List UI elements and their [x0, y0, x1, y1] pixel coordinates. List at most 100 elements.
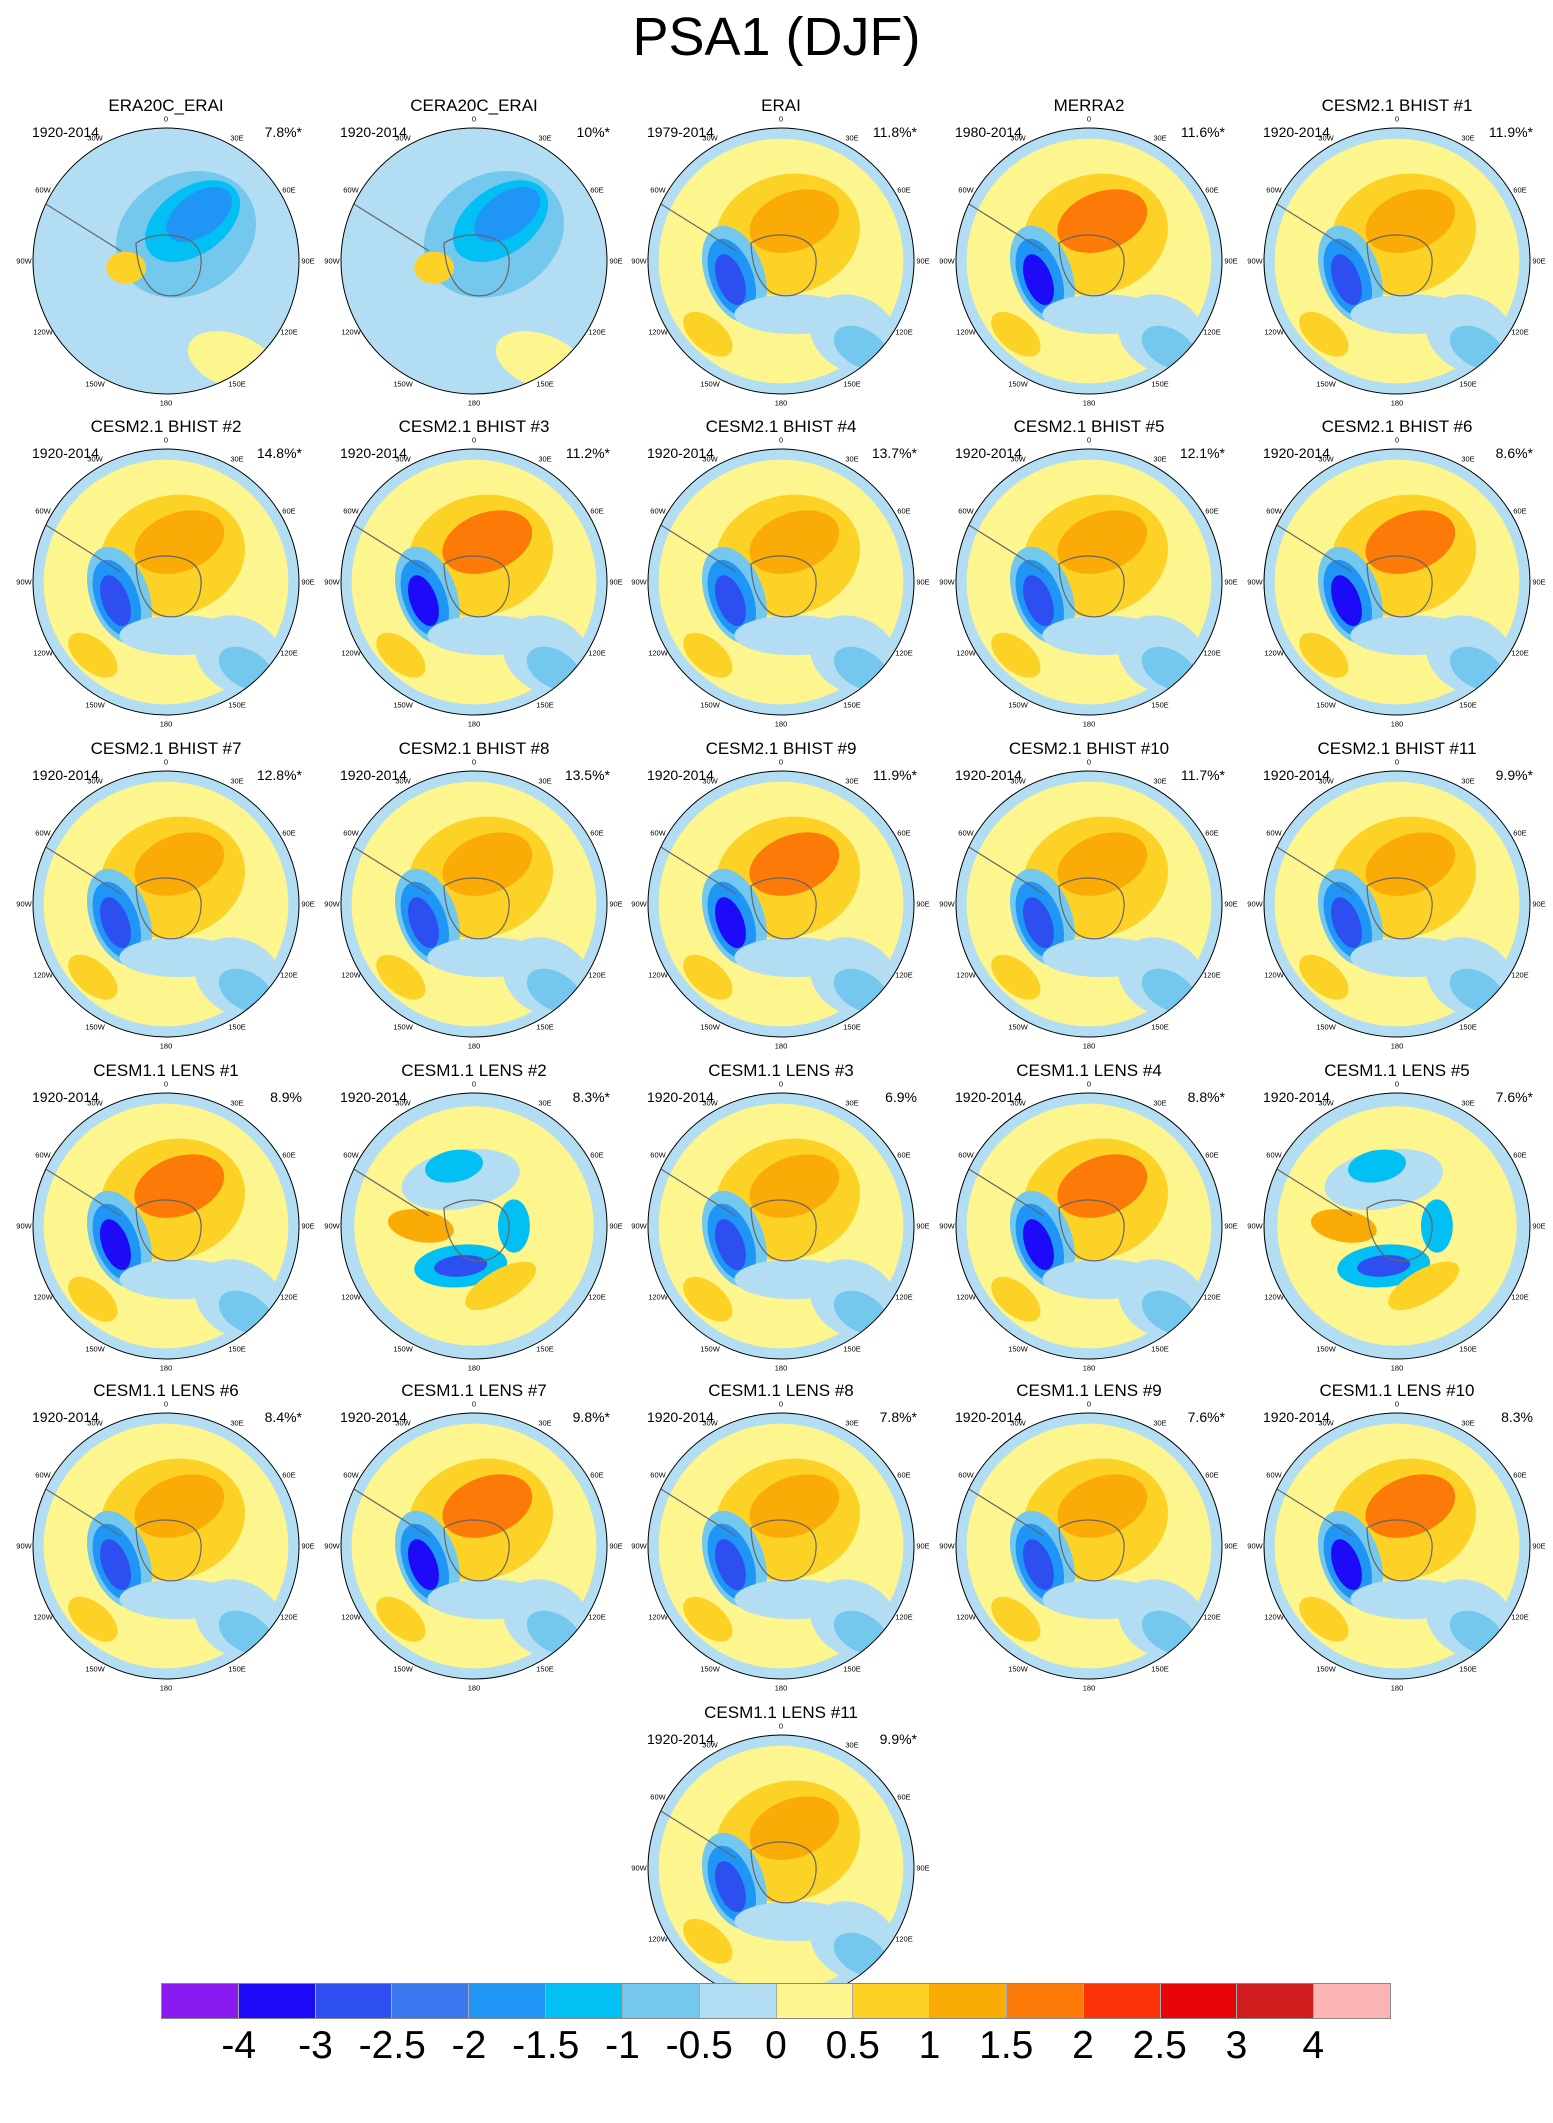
longitude-label: 30W — [1318, 133, 1334, 143]
field-contour — [1023, 575, 1054, 627]
longitude-label: 90E — [1532, 899, 1546, 909]
field-contour — [1331, 1539, 1362, 1591]
longitude-label: 180 — [467, 398, 481, 408]
longitude-label: 0 — [1394, 1399, 1400, 1409]
panel-title: CESM1.1 LENS #8 — [708, 1381, 854, 1400]
longitude-label: 30E — [230, 1098, 244, 1108]
longitude-label: 120W — [1264, 1612, 1284, 1622]
panel-period: 1979-2014 — [647, 124, 714, 140]
longitude-label: 120E — [588, 1292, 606, 1302]
field-contour — [1350, 615, 1471, 656]
longitude-label: 180 — [1082, 719, 1096, 729]
colorbar-swatch — [699, 1984, 777, 2018]
longitude-label: 60E — [590, 1470, 604, 1480]
longitude-label: 60W — [35, 1470, 51, 1480]
longitude-label: 30E — [538, 776, 552, 786]
longitude-label: 60W — [1266, 1150, 1282, 1160]
longitude-label: 150W — [1008, 379, 1028, 389]
longitude-label: 180 — [159, 719, 173, 729]
longitude-label: 150W — [700, 1344, 720, 1354]
field-contour — [1365, 189, 1456, 253]
colorbar-tick-label: 3 — [1225, 2024, 1248, 2067]
longitude-label: 120E — [588, 648, 606, 658]
antarctica-coastline — [135, 234, 202, 297]
field-contour — [166, 186, 233, 243]
longitude-label: 150E — [843, 1022, 861, 1032]
longitude-label: 90W — [16, 1221, 32, 1231]
map-panel: CESM2.1 BHIST #3 1920-2014 11.2%* 0 30E 60E 90… — [324, 417, 624, 729]
polar-map — [1263, 1412, 1531, 1680]
panel-variance: 11.9%* — [1488, 124, 1533, 140]
antarctica-coastline — [443, 877, 510, 940]
panel-period: 1920-2014 — [1263, 1089, 1330, 1105]
longitude-label: 150W — [1316, 700, 1336, 710]
longitude-label: 90W — [1247, 1541, 1263, 1551]
longitude-label: 120W — [648, 1292, 668, 1302]
longitude-label: 30E — [845, 454, 859, 464]
field-contour — [119, 937, 240, 978]
longitude-label: 60W — [343, 828, 359, 838]
longitude-label: 120W — [648, 648, 668, 658]
panel-variance: 11.7%* — [1180, 767, 1225, 783]
field-contour — [1057, 510, 1148, 574]
field-contour — [119, 1579, 240, 1620]
longitude-label: 30W — [702, 133, 718, 143]
longitude-label: 0 — [778, 1721, 784, 1731]
south-america-coastline — [963, 843, 1045, 895]
longitude-label: 60E — [1513, 1150, 1527, 1160]
longitude-label: 30E — [538, 1098, 552, 1108]
panel-period: 1920-2014 — [647, 1409, 714, 1425]
map-panel: CESM2.1 BHIST #4 1920-2014 13.7%* 0 30E 60E 90… — [631, 417, 931, 729]
longitude-label: 0 — [1086, 1399, 1092, 1409]
map-panel: CESM1.1 LENS #1 1920-2014 8.9% 0 30E 60E 90E 12… — [16, 1061, 316, 1373]
polar-map — [955, 1092, 1223, 1360]
panel-variance: 9.9%* — [1495, 767, 1533, 783]
field-contour — [1331, 254, 1362, 306]
south-america-coastline — [655, 521, 737, 573]
longitude-label: 30E — [538, 133, 552, 143]
panel-variance: 8.9% — [270, 1089, 302, 1105]
longitude-label: 90W — [324, 256, 340, 266]
longitude-label: 30E — [845, 1098, 859, 1108]
longitude-label: 120E — [280, 1292, 298, 1302]
longitude-label: 0 — [471, 435, 477, 445]
colorbar-swatch — [392, 1984, 470, 2018]
longitude-label: 0 — [471, 757, 477, 767]
longitude-label: 180 — [1082, 398, 1096, 408]
field-contour — [749, 1154, 840, 1218]
colorbar-tick-label: 1.5 — [979, 2024, 1034, 2067]
longitude-label: 90E — [916, 899, 930, 909]
map-border — [1263, 1092, 1531, 1360]
map-panel: CESM1.1 LENS #10 1920-2014 8.3% 0 30E 60E 90E 1… — [1247, 1381, 1547, 1693]
panel-title: CESM1.1 LENS #9 — [1016, 1381, 1162, 1400]
longitude-label: 90W — [1247, 256, 1263, 266]
map-border — [340, 1092, 608, 1360]
longitude-label: 180 — [1390, 1683, 1404, 1693]
longitude-label: 0 — [1086, 435, 1092, 445]
longitude-label: 120W — [956, 327, 976, 337]
longitude-label: 120E — [588, 327, 606, 337]
longitude-label: 90E — [301, 256, 315, 266]
field-contour — [991, 632, 1041, 678]
longitude-label: 150W — [1008, 700, 1028, 710]
field-contour — [991, 1596, 1041, 1642]
longitude-label: 30W — [1010, 1418, 1026, 1428]
field-contour — [134, 1154, 225, 1218]
field-contour — [683, 1596, 733, 1642]
polar-map — [647, 770, 915, 1038]
longitude-label: 180 — [467, 1041, 481, 1051]
longitude-label: 0 — [778, 1079, 784, 1089]
longitude-label: 30E — [230, 776, 244, 786]
field-contour — [734, 937, 855, 978]
longitude-label: 90E — [301, 899, 315, 909]
longitude-label: 180 — [1390, 398, 1404, 408]
colorbar-swatch — [1237, 1984, 1315, 2018]
panel-title: MERRA2 — [1053, 96, 1125, 115]
colorbar-tick-label: -2 — [451, 2024, 487, 2067]
panel-period: 1920-2014 — [647, 767, 714, 783]
colorbar-swatch — [776, 1984, 854, 2018]
field-contour — [1350, 1579, 1471, 1620]
panel-period: 1920-2014 — [32, 1089, 99, 1105]
panel-title: CESM2.1 BHIST #6 — [1321, 417, 1473, 436]
longitude-label: 60E — [590, 506, 604, 516]
